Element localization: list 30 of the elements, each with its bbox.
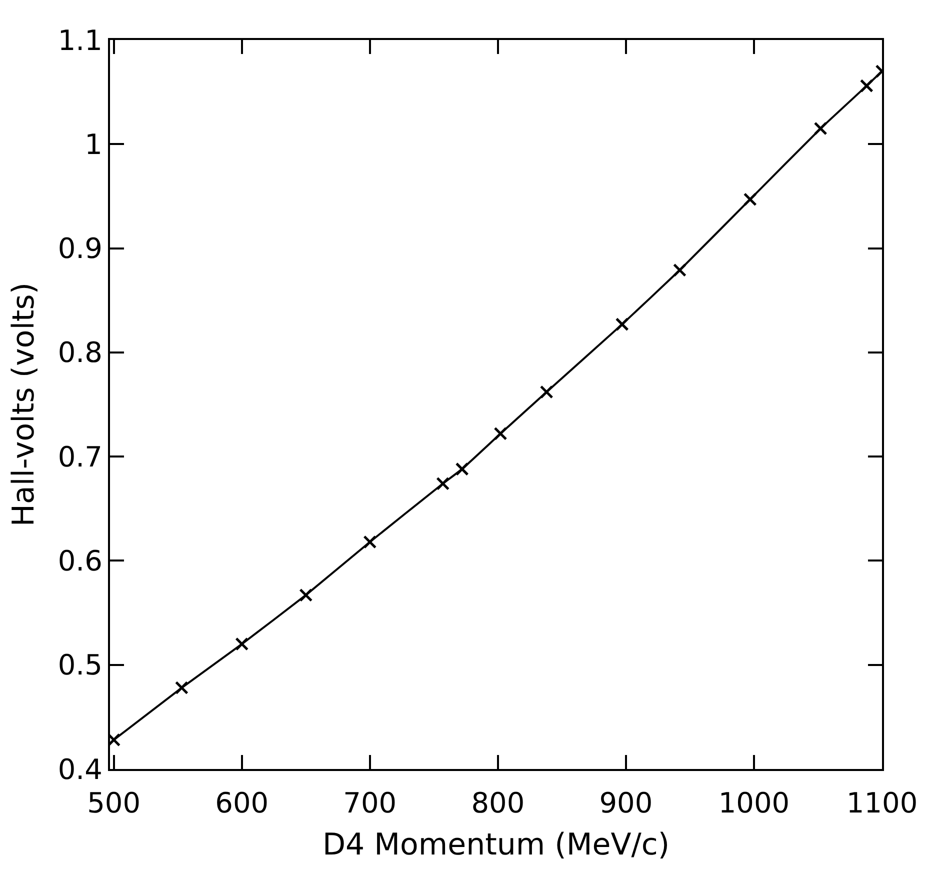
point	[814, 122, 828, 136]
y-tick-label: 0.7	[58, 440, 102, 474]
point	[436, 476, 450, 490]
point	[540, 385, 554, 399]
y-tick-label: 0.8	[58, 336, 102, 370]
y-tick-label: 1.1	[58, 24, 102, 57]
x-axis-title: D4 Momentum (MeV/c)	[322, 828, 670, 863]
x-tick-label: 500	[87, 786, 141, 820]
point	[299, 588, 313, 602]
x-tick-label: 900	[599, 786, 653, 820]
x-tick-label: 1000	[718, 786, 790, 820]
y-tick-label: 0.6	[58, 544, 102, 578]
x-tick-label: 600	[215, 786, 269, 820]
y-tick-label: 0.4	[58, 752, 102, 786]
point	[672, 263, 686, 277]
y-tick-label: 1	[84, 128, 102, 161]
y-tick-label: 0.9	[58, 232, 102, 266]
point	[455, 462, 469, 476]
x-tick-label: 700	[343, 786, 397, 820]
y-axis-title: Hall-volts (volts)	[6, 282, 42, 527]
point	[615, 318, 629, 332]
point	[743, 192, 757, 206]
point	[174, 681, 188, 695]
point	[860, 79, 874, 93]
point	[494, 426, 508, 440]
y-tick-label: 0.5	[58, 648, 102, 682]
point	[235, 637, 249, 651]
x-tick-label: 1100	[846, 786, 918, 820]
x-tick-label: 800	[471, 786, 525, 820]
point	[363, 535, 377, 549]
